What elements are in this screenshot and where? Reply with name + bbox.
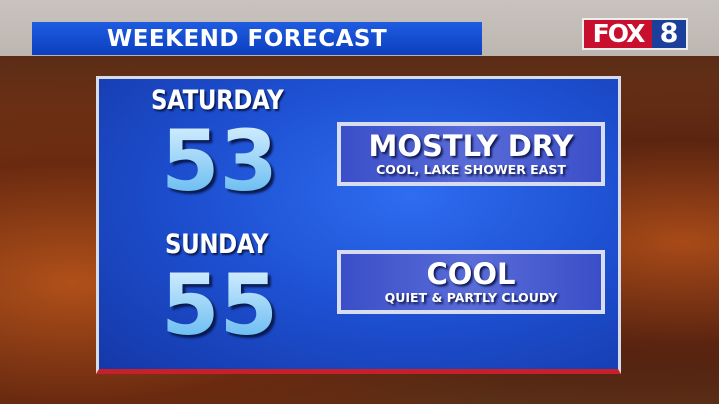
title-bar: WEEKEND FORECAST [32, 22, 482, 55]
headline-sunday: COOL [426, 257, 516, 291]
day-label-saturday: SATURDAY [151, 85, 284, 116]
headline-saturday: MOSTLY DRY [368, 129, 574, 163]
condition-box-sunday: COOL QUIET & PARTLY CLOUDY [337, 250, 605, 314]
condition-box-saturday: MOSTLY DRY COOL, LAKE SHOWER EAST [337, 122, 605, 186]
day-label-sunday: SUNDAY [165, 229, 269, 260]
fox8-logo: FOX 8 [582, 18, 688, 50]
forecast-panel: SATURDAY 53 MOSTLY DRY COOL, LAKE SHOWER… [96, 76, 621, 374]
detail-sunday: QUIET & PARTLY CLOUDY [384, 290, 558, 305]
high-temp-sunday: 55 [161, 256, 278, 354]
logo-number: 8 [652, 20, 686, 48]
high-temp-saturday: 53 [161, 112, 278, 210]
detail-saturday: COOL, LAKE SHOWER EAST [376, 162, 566, 177]
logo-fox: FOX [584, 20, 652, 48]
page-title: WEEKEND FORECAST [106, 25, 388, 52]
